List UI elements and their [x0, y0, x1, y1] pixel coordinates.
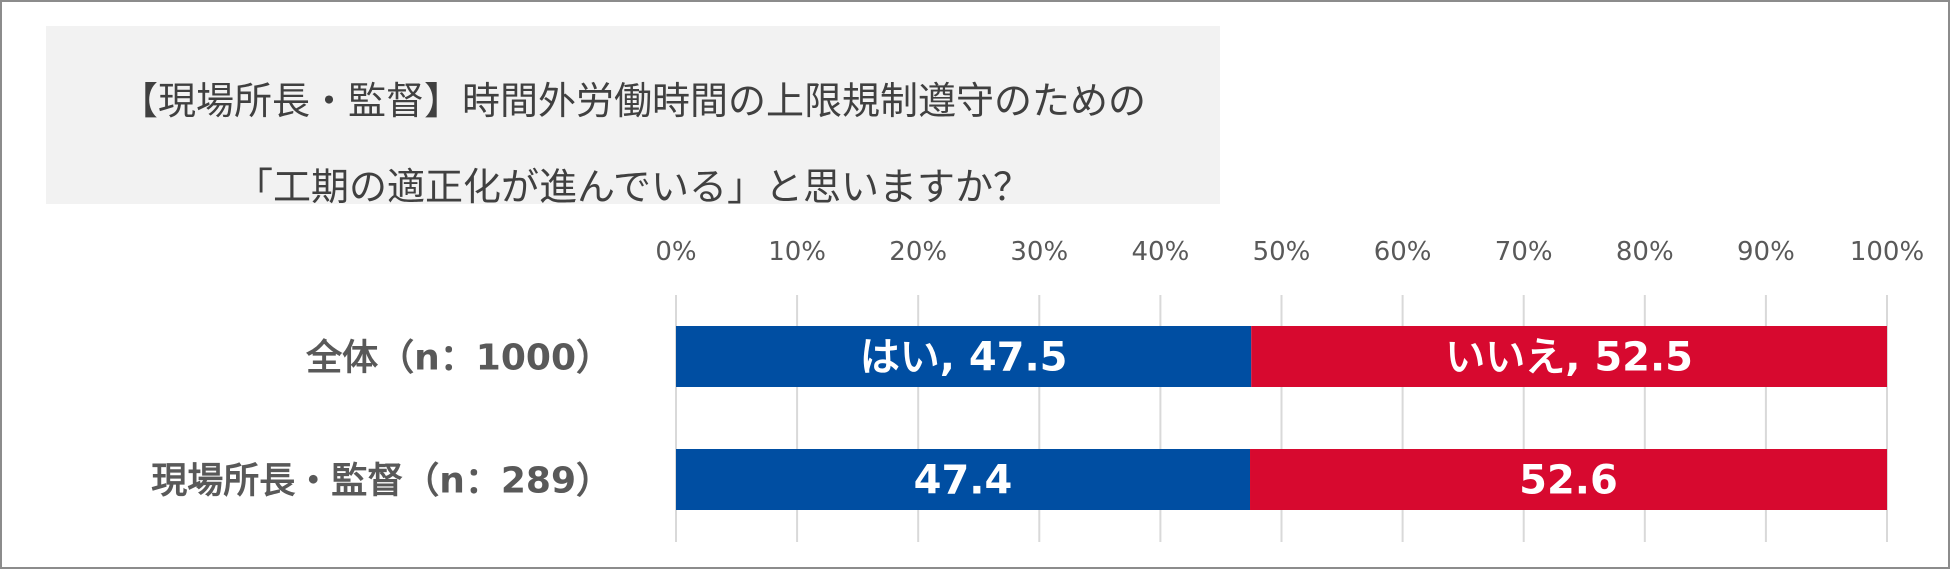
data-label-はい-1: 47.4 [914, 458, 1013, 504]
x-tick-label-3: 30% [1010, 237, 1068, 267]
x-tick-label-5: 50% [1253, 237, 1311, 267]
x-tick-label-0: 0% [655, 237, 696, 267]
x-tick-label-7: 70% [1495, 237, 1553, 267]
x-tick-label-1: 10% [768, 237, 826, 267]
data-label-いいえ-0: いいえ, 52.5 [1445, 335, 1693, 381]
category-label-0: 全体（n：1000） [305, 337, 612, 379]
x-tick-label-9: 90% [1737, 237, 1795, 267]
category-label-1: 現場所長・監督（n：289） [151, 461, 612, 502]
x-tick-label-10: 100% [1850, 237, 1924, 267]
chart-title-line-1: 【現場所長・監督】時間外労働時間の上限規制遵守のための [119, 79, 1146, 123]
x-tick-label-4: 40% [1132, 237, 1190, 267]
data-label-いいえ-1: 52.6 [1519, 458, 1618, 504]
title-box: 【現場所長・監督】時間外労働時間の上限規制遵守のための 「工期の適正化が進んでい… [46, 26, 1220, 209]
data-label-はい-0: はい, 47.5 [860, 335, 1068, 381]
bar-いいえ-1 [1250, 449, 1887, 510]
bar-いいえ-0 [1251, 326, 1887, 387]
bar-はい-1 [676, 449, 1251, 510]
x-tick-label-2: 20% [889, 237, 947, 267]
x-tick-label-8: 80% [1616, 237, 1674, 267]
x-tick-label-6: 60% [1374, 237, 1432, 267]
bar-はい-0 [676, 326, 1252, 387]
chart-title-line-2: 「工期の適正化が進んでいる」と思いますか？ [234, 165, 1032, 209]
